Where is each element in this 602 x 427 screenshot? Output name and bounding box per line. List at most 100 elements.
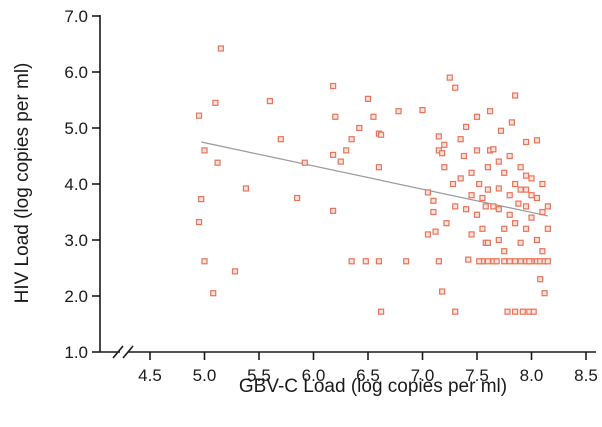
data-point <box>432 228 439 235</box>
data-point <box>356 124 363 132</box>
data-point <box>484 164 491 171</box>
data-point <box>362 258 369 265</box>
data-point <box>512 258 519 265</box>
data-point <box>506 211 513 218</box>
data-point <box>517 239 524 246</box>
data-point <box>482 203 489 210</box>
data-point <box>266 98 273 105</box>
data-point <box>539 208 546 216</box>
data-point <box>506 258 513 265</box>
data-point <box>443 220 450 227</box>
data-point <box>528 214 535 221</box>
data-point <box>457 175 464 182</box>
x-axis-title: GBV-C Load (log copies per ml) <box>239 376 507 397</box>
data-point <box>528 192 535 199</box>
data-point <box>301 159 308 166</box>
data-point <box>528 175 535 182</box>
trend-line <box>201 141 548 217</box>
data-point <box>495 206 502 213</box>
data-point <box>490 203 497 210</box>
data-point <box>530 308 537 315</box>
data-point <box>377 308 385 315</box>
data-point <box>473 211 481 218</box>
data-point <box>473 113 481 120</box>
axis-break-slash-1 <box>112 345 124 359</box>
x-tick-label: 6.0 <box>302 366 326 385</box>
x-tick-label: 7.0 <box>411 366 435 385</box>
data-point <box>424 231 432 238</box>
data-point <box>435 133 442 140</box>
data-point <box>544 258 551 265</box>
x-tick-label: 8.0 <box>520 366 544 385</box>
data-point <box>501 248 508 255</box>
plot-layer <box>195 45 551 315</box>
data-point <box>294 194 301 202</box>
data-point <box>337 158 344 165</box>
data-point <box>484 186 491 193</box>
data-point <box>539 248 546 255</box>
data-point <box>242 185 250 192</box>
data-point <box>468 192 475 199</box>
data-point <box>395 108 402 115</box>
data-point <box>201 147 208 154</box>
data-point <box>501 225 508 232</box>
data-point <box>512 308 519 315</box>
data-point <box>463 206 470 213</box>
data-point <box>495 158 502 165</box>
data-point <box>468 169 475 176</box>
x-tick-label: 6.5 <box>356 366 380 385</box>
data-point <box>214 159 221 166</box>
x-ticks: 4.5 5.0 5.5 6.0 6.5 7.0 7.5 8.0 8.5 <box>138 352 598 385</box>
data-point <box>430 208 437 216</box>
data-point <box>495 185 502 192</box>
axes: 4.5 5.0 5.5 6.0 6.5 7.0 7.5 8.0 8.5 1.0 2.0 3.0 4.0… <box>64 7 597 385</box>
axis-break-slash-2 <box>122 345 134 359</box>
data-point <box>486 108 494 115</box>
data-point <box>424 189 432 196</box>
data-point <box>506 192 513 199</box>
data-point <box>479 194 486 202</box>
data-point <box>330 82 337 90</box>
data-point <box>517 258 524 265</box>
data-point <box>479 225 486 232</box>
data-point <box>439 288 446 295</box>
y-tick-label: 7.0 <box>64 7 88 26</box>
data-point <box>512 92 519 99</box>
data-point <box>348 136 355 143</box>
y-axis-title: HIV Load (log copies per ml) <box>12 63 33 304</box>
data-point <box>198 196 205 203</box>
data-point <box>544 225 551 232</box>
data-point <box>522 186 530 193</box>
data-point <box>452 308 459 315</box>
data-point <box>231 268 239 275</box>
data-point <box>512 180 519 188</box>
data-point <box>460 152 468 160</box>
data-point <box>544 203 551 210</box>
data-point <box>522 172 530 179</box>
axis-break-marker <box>112 345 134 359</box>
data-point <box>195 218 203 226</box>
data-point <box>375 258 382 265</box>
data-point <box>476 180 483 188</box>
data-point <box>517 164 524 171</box>
data-point <box>452 84 459 91</box>
data-point <box>403 258 410 265</box>
data-point <box>277 136 284 143</box>
data-point <box>506 152 513 160</box>
data-point <box>430 197 437 204</box>
data-point <box>515 200 522 207</box>
y-ticks: 1.0 2.0 3.0 4.0 5.0 6.0 7.0 <box>64 7 100 362</box>
data-point <box>377 131 385 138</box>
x-tick-label: 7.5 <box>465 366 489 385</box>
data-point <box>490 146 497 153</box>
data-point <box>419 106 426 114</box>
y-tick-label: 2.0 <box>64 287 88 306</box>
data-point <box>522 225 530 232</box>
data-point <box>522 138 530 146</box>
y-tick-label: 6.0 <box>64 63 88 82</box>
data-point <box>484 239 491 246</box>
y-tick-label: 1.0 <box>64 343 88 362</box>
data-point <box>439 150 446 157</box>
data-point <box>495 236 502 244</box>
